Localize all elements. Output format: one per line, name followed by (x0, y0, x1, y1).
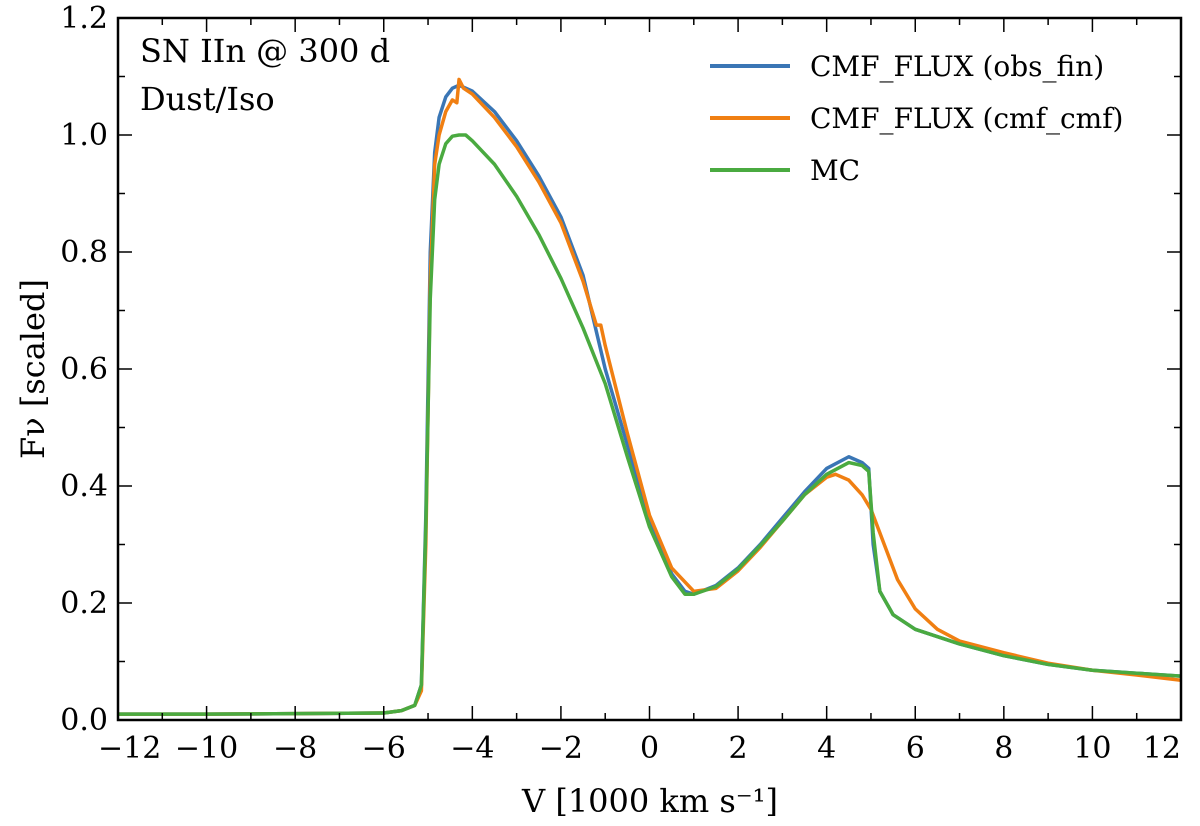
x-tick-label: 0 (640, 731, 659, 766)
x-tick-label: 4 (817, 731, 836, 766)
annotation-line-2: Dust/Iso (140, 80, 275, 118)
x-tick-label: 12 (1143, 731, 1181, 766)
series-line-1 (118, 83, 1181, 716)
series-line-2 (118, 77, 1181, 716)
x-tick-label: 10 (1073, 731, 1111, 766)
x-tick-label: 2 (729, 731, 748, 766)
y-tick-label: 0.6 (60, 352, 108, 387)
legend-label-1: CMF_FLUX (obs_fin) (810, 50, 1104, 83)
y-tick-label: 0.2 (60, 586, 108, 621)
legend-label-3: MC (810, 154, 860, 187)
x-tick-label: −2 (539, 731, 583, 766)
y-tick-label: 0.8 (60, 235, 108, 270)
x-tick-label: −6 (362, 731, 406, 766)
x-tick-label: −4 (450, 731, 494, 766)
x-tick-label: −12 (98, 731, 161, 766)
y-tick-label: 1.2 (60, 1, 108, 36)
x-axis-label: V [1000 km s⁻¹] (521, 782, 778, 820)
plot-frame (116, 16, 1183, 722)
legend-label-2: CMF_FLUX (cmf_cmf) (810, 102, 1123, 135)
y-axis-label: Fν [scaled] (14, 279, 52, 459)
y-tick-label: 0.4 (60, 469, 108, 504)
series-line-3 (118, 133, 1181, 716)
x-tick-label: 8 (994, 731, 1013, 766)
x-tick-label: 6 (906, 731, 925, 766)
x-tick-label: −10 (175, 731, 238, 766)
y-tick-label: 1.0 (60, 118, 108, 153)
legend: CMF_FLUX (obs_fin) CMF_FLUX (cmf_cmf) MC (710, 50, 1123, 187)
x-tick-label: −8 (273, 731, 317, 766)
y-tick-label: 0.0 (60, 703, 108, 738)
annotation-line-1: SN IIn @ 300 d (140, 32, 390, 70)
